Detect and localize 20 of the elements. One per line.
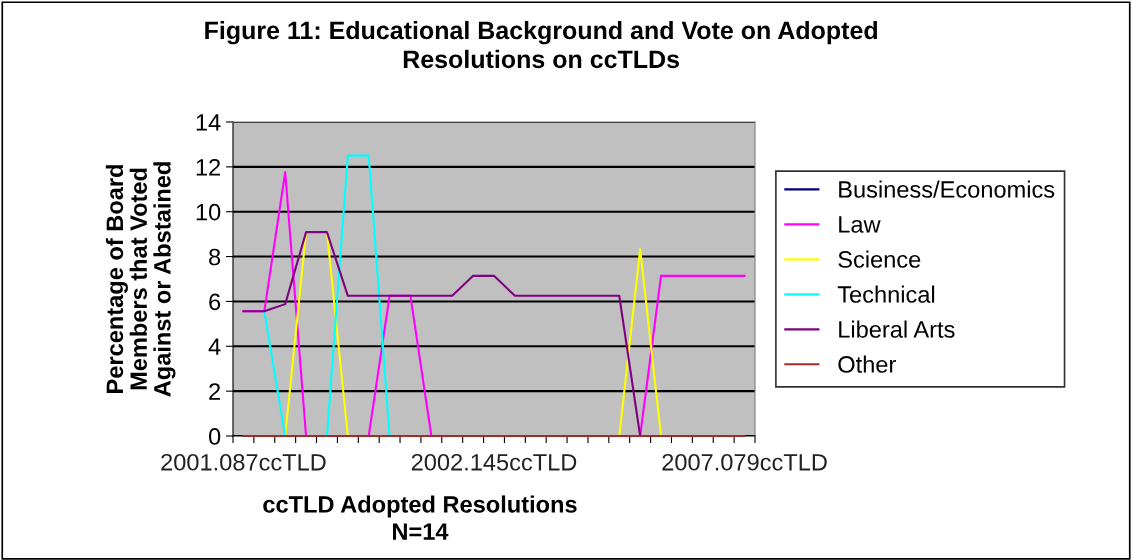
legend-label: Science — [838, 250, 921, 268]
x-tick-label: 2002.145ccTLD — [411, 453, 577, 471]
legend-label: Technical — [837, 285, 935, 303]
legend-label: Liberal Arts — [839, 320, 955, 338]
y-tick-label: 4 — [208, 338, 221, 355]
y-tick-label: 8 — [209, 248, 221, 266]
legend-label: Business/Economics — [839, 180, 1055, 198]
legend-label: Law — [839, 216, 881, 233]
x-axis-title: ccTLD Adopted Resolutions N=14 — [263, 495, 577, 540]
y-tick-label: 2 — [209, 383, 221, 400]
x-tick-label: 2001.087ccTLD — [161, 453, 326, 471]
y-tick-label: 14 — [196, 114, 221, 131]
y-tick-label: 12 — [196, 158, 221, 176]
x-tick-label: 2007.079ccTLD — [662, 453, 827, 471]
y-tick-label: 10 — [196, 203, 221, 221]
chart-title: Figure 11: Educational Background and Vote on Adopted Resolutions on ccTLDs — [205, 20, 877, 69]
y-tick-label: 0 — [208, 428, 221, 445]
y-tick-label: 6 — [209, 293, 221, 311]
legend-label: Other — [838, 355, 896, 373]
y-axis-title: Percentage of Board Members that Voted Against or Abstained — [105, 162, 176, 397]
